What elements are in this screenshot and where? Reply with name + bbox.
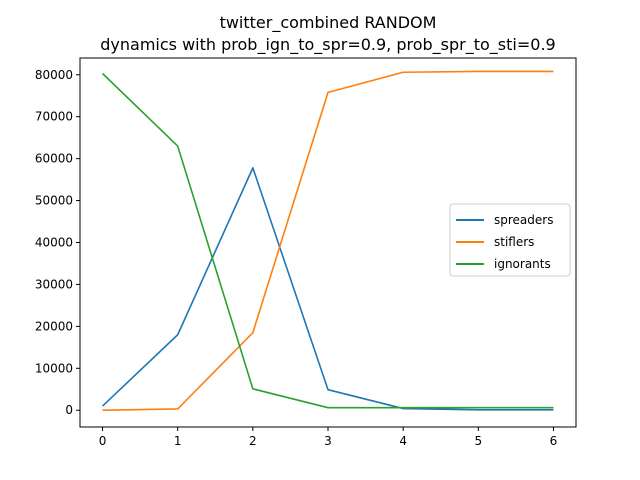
x-tick-label: 4 — [399, 434, 407, 448]
legend-items: spreaders stiflers ignorants — [456, 213, 553, 271]
y-axis: 0 10000 20000 30000 40000 50000 60000 70000 8000… — [35, 68, 80, 417]
y-tick-label: 30000 — [35, 277, 73, 291]
legend-label-stiflers: stiflers — [494, 235, 534, 249]
y-tick-label: 50000 — [35, 194, 73, 208]
chart-title: twitter_combined RANDOM — [220, 13, 437, 33]
y-tick-label: 10000 — [35, 361, 73, 375]
x-axis: 0 1 2 3 4 5 6 — [99, 427, 558, 448]
x-tick-label: 2 — [249, 434, 257, 448]
y-tick-label: 20000 — [35, 319, 73, 333]
y-tick-label: 60000 — [35, 152, 73, 166]
x-tick-label: 6 — [550, 434, 558, 448]
series-line-spreaders — [101, 167, 554, 411]
legend-label-ignorants: ignorants — [494, 257, 551, 271]
x-tick-label: 1 — [174, 434, 182, 448]
y-tick-label: 40000 — [35, 236, 73, 250]
y-tick-label: 80000 — [35, 68, 73, 82]
series-line-ignorants — [101, 72, 554, 409]
series-layer — [101, 70, 554, 412]
chart-subtitle: dynamics with prob_ign_to_spr=0.9, prob_… — [100, 35, 555, 55]
y-tick-label: 0 — [65, 403, 73, 417]
x-tick-label: 5 — [474, 434, 482, 448]
y-tick-label: 70000 — [35, 110, 73, 124]
legend-label-spreaders: spreaders — [494, 213, 553, 227]
plot-area: 0 1 2 3 4 5 6 0 10000 20000 30000 40000 50000 60000 7… — [35, 57, 577, 448]
legend: spreaders stiflers ignorants — [449, 203, 571, 277]
series-line-stiflers — [102, 70, 554, 412]
legend-box — [449, 203, 571, 277]
x-tick-label: 3 — [324, 434, 332, 448]
x-tick-label: 0 — [99, 434, 107, 448]
